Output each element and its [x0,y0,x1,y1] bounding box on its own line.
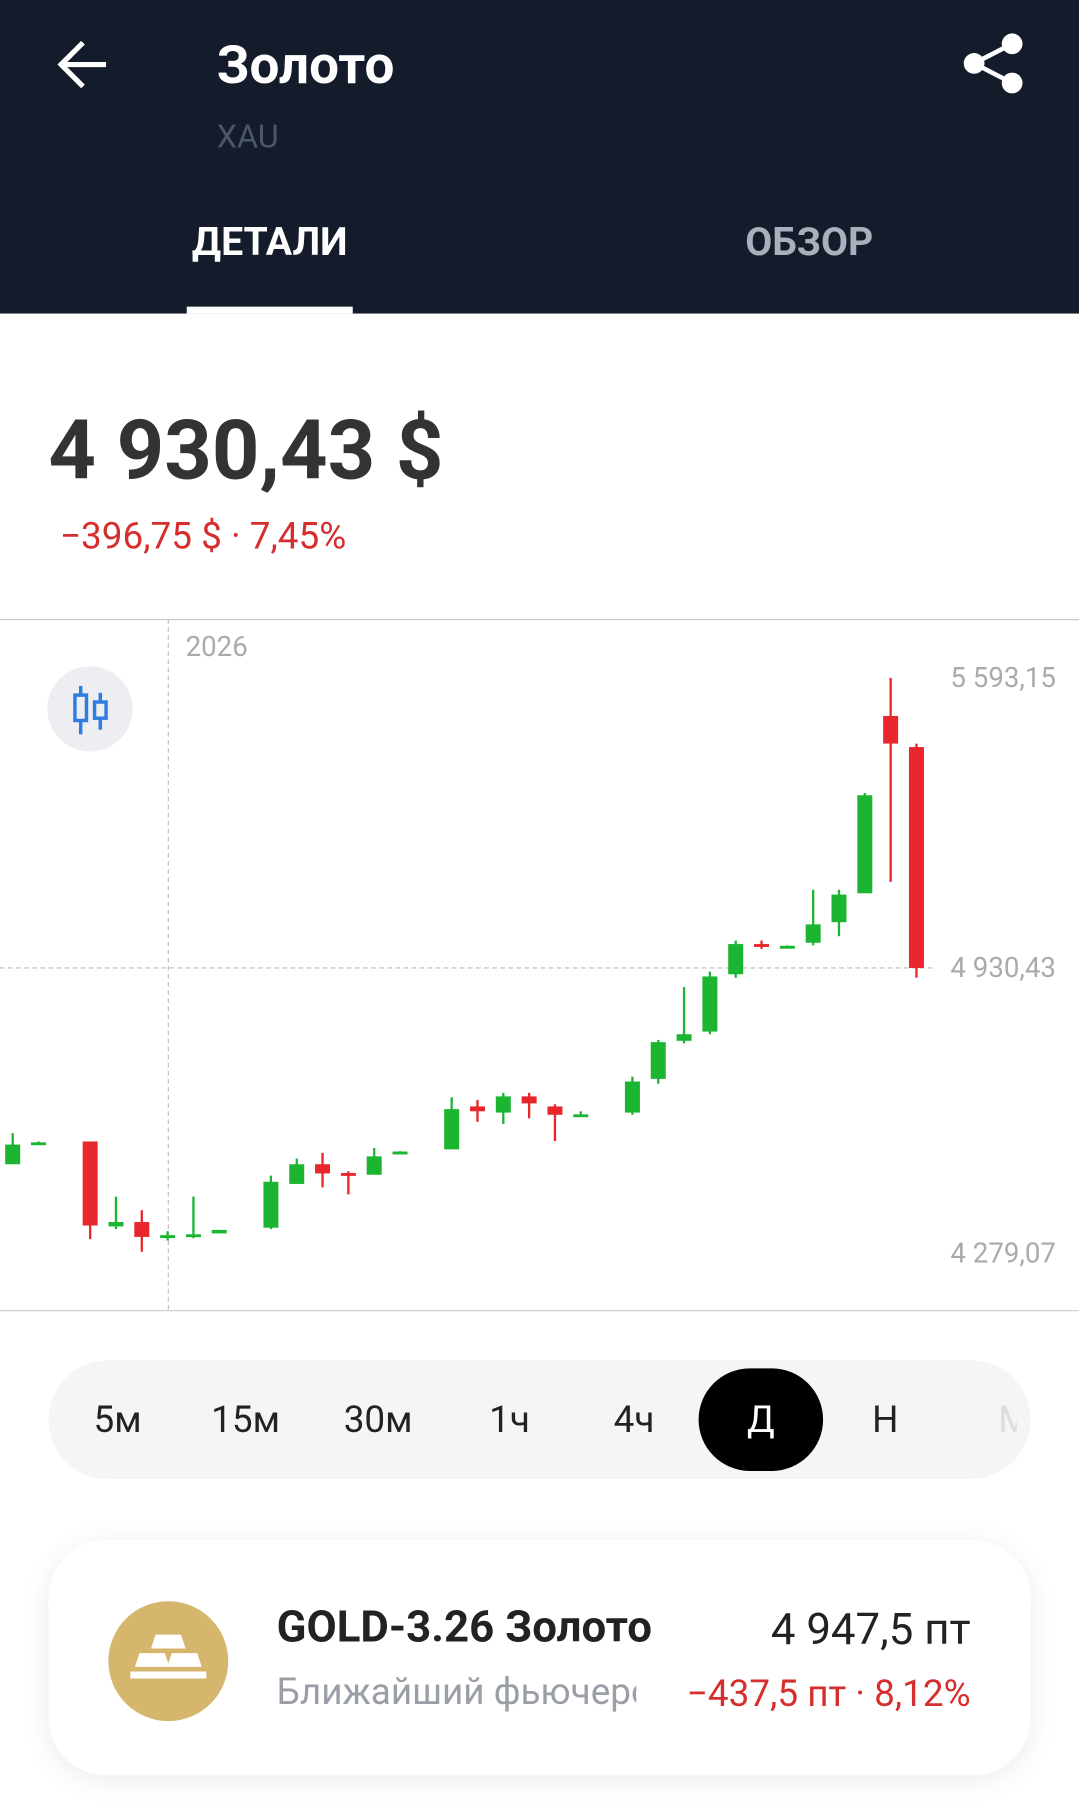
candle-body [754,944,770,947]
timeframe[interactable]: 15м [211,1397,280,1441]
timeframe-selected-bg [698,1368,824,1471]
candle-body [521,1096,537,1104]
candle-body [805,924,821,943]
candle-body [547,1106,563,1115]
candle-body [366,1156,382,1175]
gold-icon [108,1601,229,1722]
candle-body [315,1164,331,1174]
candle-body [573,1114,589,1118]
ticker: XAU [216,117,279,156]
y-tick-label: 4 930,43 [950,951,1056,984]
year-label: 2026 [186,630,248,663]
candle-body [82,1141,98,1226]
futures-name: GOLD-3.26 Золото [276,1602,652,1654]
title: Золото [216,34,395,97]
candle-body [676,1034,692,1041]
app-bar: Золото XAU ДЕТАЛИ ОБЗОР [0,0,1079,314]
y-tick-label: 4 279,07 [950,1236,1056,1269]
timeframe[interactable]: 4ч [613,1397,655,1441]
candle-body [883,716,899,744]
futures-change: −437,5 пт · 8,12% [686,1671,971,1716]
price: 4 930,43 $ [48,401,444,500]
candle-body [728,944,744,975]
candle-body [160,1235,176,1239]
timeframe[interactable]: Н [872,1397,899,1441]
futures-card[interactable]: GOLD-3.26 Золото Ближайший фьючерс 4 947… [48,1540,1031,1776]
share-button[interactable] [961,32,1026,97]
candle-body [5,1144,21,1165]
candle-body [779,945,795,949]
candle-body [624,1081,640,1113]
timeframe[interactable]: 5м [93,1397,142,1441]
timeframe[interactable]: 30м [343,1397,413,1441]
candle-body [469,1106,485,1112]
timeframe[interactable]: М [998,1360,1016,1479]
candle-body [108,1222,124,1227]
candle-body [908,747,924,968]
candle-body [211,1229,227,1234]
futures-price: 4 947,5 пт [770,1604,971,1656]
candle-body [702,976,718,1032]
timeframe-bar [48,1360,1031,1480]
price-change: −396,75 $ · 7,45% [59,514,347,558]
timeframe[interactable]: 1ч [489,1397,530,1441]
candle-body [831,894,847,923]
candle-body [650,1042,666,1079]
candle-body [495,1096,511,1113]
candle-body [289,1164,305,1184]
back-button[interactable] [55,38,113,91]
candle-body [134,1222,150,1237]
y-tick-label: 5 593,15 [950,661,1056,694]
timeframe[interactable]: Д [746,1397,775,1441]
candle-body [340,1172,356,1176]
candle-body [263,1181,279,1228]
futures-subtitle: Ближайший фьючерс [276,1669,637,1714]
candle-body [444,1109,460,1150]
candle-body [185,1234,201,1238]
candle-body [857,795,873,894]
tab-indicator [186,306,353,314]
chart-type-button[interactable] [47,666,133,752]
candle-body [31,1142,46,1146]
chart: 2026 5 593,15 4 930,43 4 279,07 [0,619,1079,1312]
candle-body [392,1151,408,1155]
tab[interactable]: ОБЗОР [745,219,874,266]
tab-active[interactable]: ДЕТАЛИ [191,219,348,266]
